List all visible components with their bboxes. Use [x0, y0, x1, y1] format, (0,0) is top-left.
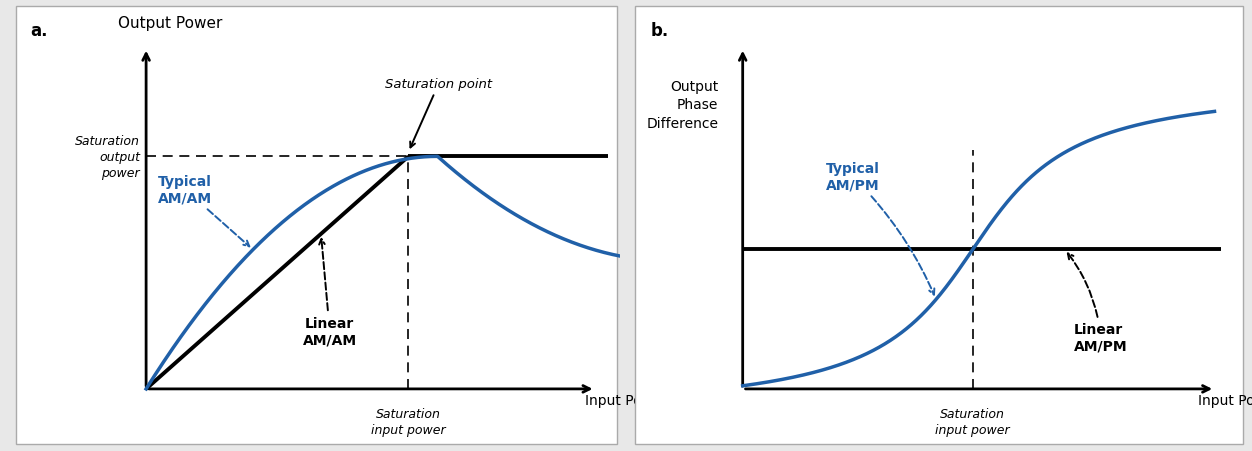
- Text: Input Power: Input Power: [585, 393, 667, 407]
- Text: Typical
AM/PM: Typical AM/PM: [825, 162, 934, 295]
- Text: Saturation point: Saturation point: [386, 78, 492, 148]
- Text: Saturation
output
power: Saturation output power: [75, 134, 140, 179]
- Text: Linear
AM/PM: Linear AM/PM: [1068, 254, 1128, 353]
- Text: Saturation
input power: Saturation input power: [371, 407, 446, 436]
- Text: Input Power: Input Power: [1198, 393, 1252, 407]
- Text: Linear
AM/AM: Linear AM/AM: [303, 239, 357, 346]
- Text: Output
Phase
Difference: Output Phase Difference: [646, 80, 719, 130]
- Text: Typical
AM/AM: Typical AM/AM: [158, 175, 249, 247]
- Text: Saturation
input power: Saturation input power: [935, 407, 1010, 436]
- Text: a.: a.: [31, 22, 49, 40]
- Text: Output Power: Output Power: [118, 16, 223, 31]
- Text: b.: b.: [651, 22, 669, 40]
